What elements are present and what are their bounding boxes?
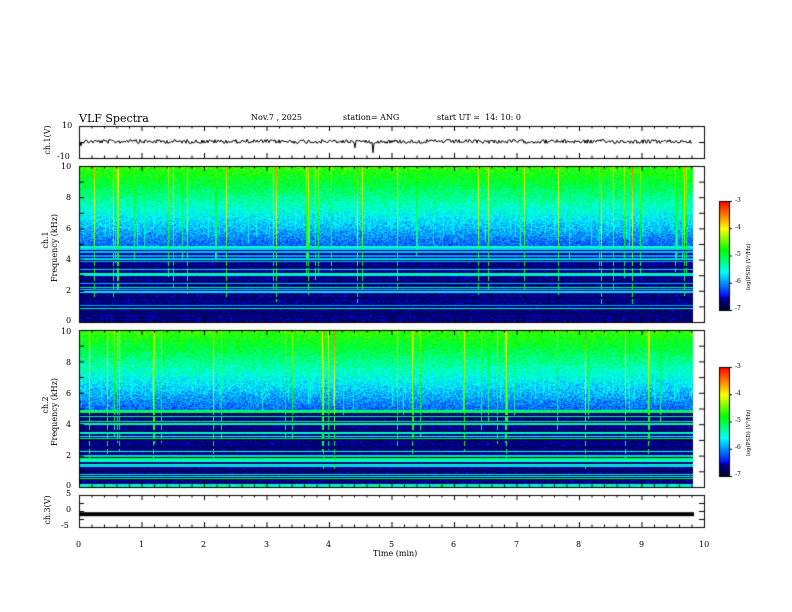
ch1-spec-ylabel-freq: Frequency (kHz) <box>50 213 59 283</box>
ch1-spec-ylabel-channel: ch.1 <box>41 231 50 249</box>
xtick-3: 3 <box>264 540 270 549</box>
xtick-8: 8 <box>576 540 582 549</box>
ch1-ytick-4: 4 <box>66 255 72 264</box>
cb2-tick-6: -6 <box>735 444 741 451</box>
xtick-5: 5 <box>389 540 395 549</box>
ch2-ytick-0: 0 <box>66 481 72 490</box>
ch1-ytick-2: 2 <box>66 286 72 295</box>
cb2-title: log(PSD) (V²/Hz) <box>746 409 752 456</box>
ch1-ytick-10: 10 <box>61 162 72 171</box>
ch3-ylabel: ch.3(V) <box>43 495 52 525</box>
cb2-tick-7: -7 <box>735 471 741 478</box>
cb1-tick-4: -4 <box>735 224 741 231</box>
ch2-ytick-4: 4 <box>66 420 72 429</box>
cb1-tick-3: -3 <box>735 197 741 204</box>
cb1-tick-6: -6 <box>735 278 741 285</box>
ch1-ylabel: ch.1(V) <box>43 125 52 155</box>
ch2-spec-ylabel-freq: Frequency (kHz) <box>50 377 59 447</box>
ch1-ytick-6: 6 <box>66 224 72 233</box>
ch1-ytick-0: 0 <box>66 316 72 325</box>
ch3-ytick-neg5: -5 <box>61 521 69 530</box>
xtick-10: 10 <box>699 540 710 549</box>
ch2-ytick-10: 10 <box>61 327 72 336</box>
ch1-ytick-bottom: -10 <box>57 152 70 161</box>
ch1-ytick-top: 10 <box>62 121 73 130</box>
xtick-6: 6 <box>451 540 457 549</box>
cb1-title: log(PSD) (V²/Hz) <box>746 243 752 290</box>
ch3-ytick-5: 5 <box>66 489 72 498</box>
x-axis-label: Time (min) <box>373 549 418 558</box>
xtick-1: 1 <box>139 540 145 549</box>
cb2-tick-5: -5 <box>735 417 741 424</box>
xtick-4: 4 <box>326 540 332 549</box>
ch2-ytick-8: 8 <box>66 358 72 367</box>
date-label: Nov.7 , 2025 <box>251 113 303 122</box>
xtick-2: 2 <box>201 540 207 549</box>
cb2-tick-3: -3 <box>735 363 741 370</box>
xtick-9: 9 <box>639 540 645 549</box>
station-label: station= ANG <box>343 113 400 122</box>
ch3-ytick-0: 0 <box>66 505 72 514</box>
ch2-ytick-6: 6 <box>66 389 72 398</box>
cb1-tick-5: -5 <box>735 251 741 258</box>
cb1-tick-7: -7 <box>735 305 741 312</box>
ch2-spec-ylabel-channel: ch.2 <box>41 396 50 414</box>
cb2-tick-4: -4 <box>735 390 741 397</box>
xtick-0: 0 <box>76 540 82 549</box>
ch1-ytick-8: 8 <box>66 193 72 202</box>
ch2-ytick-2: 2 <box>66 451 72 460</box>
start-time-label: start UT = 14: 10: 0 <box>437 113 522 122</box>
xtick-7: 7 <box>514 540 520 549</box>
figure-title: VLF Spectra <box>79 112 149 125</box>
